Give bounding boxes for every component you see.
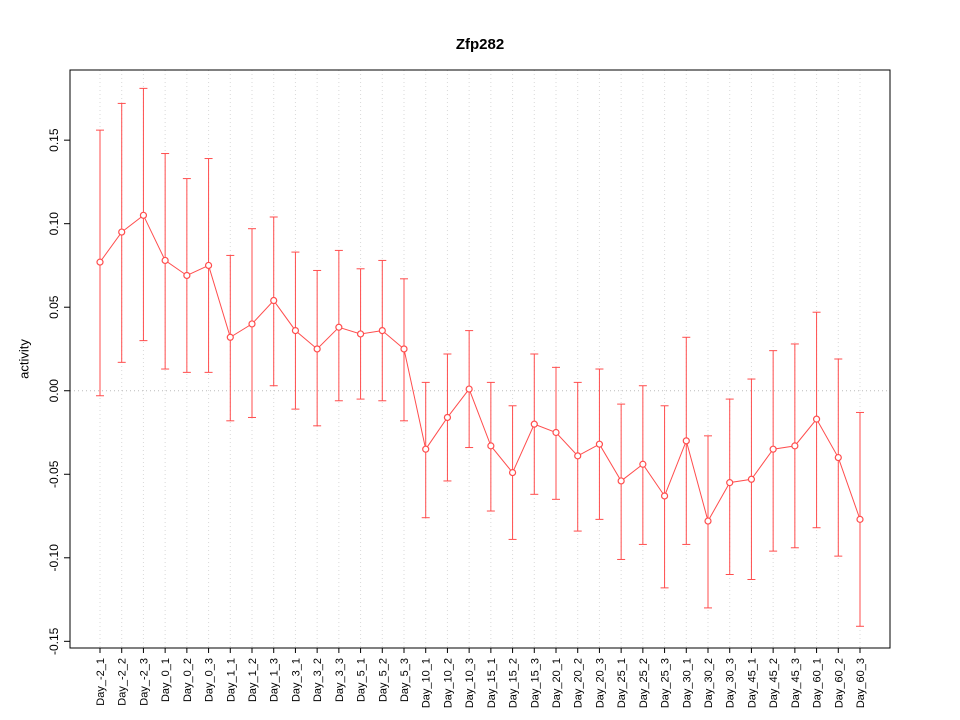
x-tick-label: Day_25_2 [638,658,650,708]
y-tick-label: 0.00 [47,379,61,403]
data-point [335,323,343,331]
data-point [443,413,452,422]
x-tick-label: Day_-2_1 [95,658,107,706]
x-tick-label: Day_60_1 [812,658,824,708]
data-point [747,475,756,483]
x-tick-label: Day_10_3 [464,658,476,708]
x-tick-label: Day_30_1 [681,658,693,708]
data-point [812,415,821,423]
data-point [422,445,430,453]
x-tick-label: Day_0_1 [160,658,172,702]
x-tick-label: Day_15_2 [508,658,520,708]
plot-border [69,69,891,649]
data-point [356,330,365,338]
series-line [99,214,861,523]
y-tick-label: -0.15 [47,627,61,655]
data-point [378,327,386,335]
data-point [856,515,864,523]
data-point [660,492,669,500]
data-point [400,345,408,353]
y-tick-label: 0.15 [47,128,61,152]
data-point [617,477,625,485]
x-tick-label: Day_30_3 [725,658,737,708]
x-tick-label: Day_0_2 [182,658,194,702]
y-tick-label: 0.10 [47,212,61,236]
data-point [639,460,647,468]
x-tick-label: Day_1_2 [247,658,259,702]
x-tick-label: Day_3_3 [334,658,346,702]
x-tick-label: Day_45_1 [746,658,758,708]
data-point [769,445,777,453]
x-tick-label: Day_25_1 [616,658,628,708]
data-point [552,428,560,437]
data-point [508,468,517,477]
data-point [726,479,734,487]
x-tick-label: Day_1_3 [269,658,281,702]
x-tick-label: Day_10_1 [421,658,433,708]
data-point [139,211,148,219]
data-point [248,320,256,328]
chart-title: Zfp282 [455,36,505,53]
y-tick-label: -0.05 [47,460,61,488]
x-tick-label: Day_10_2 [442,658,454,708]
y-tick-label: -0.10 [47,544,61,572]
y-tick-label: 0.05 [47,295,61,319]
data-point [161,256,169,265]
x-tick-label: Day_20_1 [551,658,563,708]
x-tick-label: Day_45_2 [768,658,780,708]
data-point [487,442,495,450]
x-tick-label: Day_25_3 [660,658,672,708]
x-tick-label: Day_60_2 [833,658,845,708]
data-point [183,271,191,280]
data-point [291,327,300,335]
data-point [204,261,213,270]
x-tick-label: Day_3_2 [312,658,324,702]
data-point [574,452,582,460]
data-point [465,385,473,393]
data-point [682,437,690,445]
x-tick-label: Day_15_1 [486,658,498,708]
x-tick-label: Day_-2_2 [117,658,129,706]
x-tick-label: Day_20_2 [573,658,585,708]
data-point [96,258,104,266]
x-tick-label: Day_20_3 [594,658,606,708]
x-tick-label: Day_0_3 [204,658,216,702]
x-tick-label: Day_3_1 [290,658,302,702]
x-tick-label: Day_-2_3 [138,658,150,706]
x-tick-label: Day_30_2 [703,658,715,708]
data-point [704,517,712,525]
x-tick-label: Day_15_3 [529,658,541,708]
data-point [791,442,799,450]
data-point [226,333,234,341]
x-tick-label: Day_5_3 [399,658,411,702]
data-point [270,296,278,305]
x-tick-label: Day_5_2 [377,658,389,702]
data-point [595,440,604,448]
x-tick-label: Day_1_1 [225,658,237,702]
data-point [834,453,842,462]
data-point [313,345,321,353]
x-tick-label: Day_5_1 [356,658,368,702]
data-point [530,420,538,428]
x-tick-label: Day_45_3 [790,658,802,708]
x-tick-label: Day_60_3 [855,658,867,708]
data-point [118,228,126,236]
